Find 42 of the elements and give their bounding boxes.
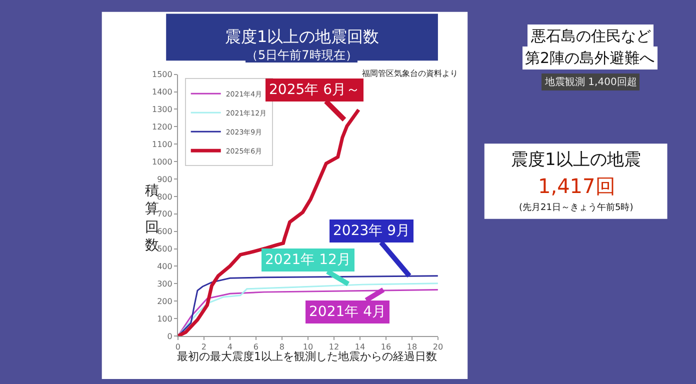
y-tick-label: 0 [167,332,172,341]
y-axis-title: 積算回数 [145,183,159,254]
annotation: 福岡管区気象台の資料より [362,69,458,78]
x-tick-label: 14 [354,342,366,352]
y-tick-label: 400 [157,262,172,272]
y-tick-label: 1400 [152,88,172,97]
y-tick-label: 100 [157,314,172,324]
y-tick-label: 1100 [152,140,172,149]
y-tick-label: 900 [157,174,172,184]
y-tick-label: 600 [157,227,172,236]
annotation: 2023年 9月 [333,223,410,239]
y-tick-label: 500 [157,244,172,254]
text: 悪石島の住民など [530,27,651,45]
x-axis-title: 最初の最大震度1以上を観測した地震からの経過日数 [177,350,437,363]
x-tick-label: 20 [432,342,444,352]
chart-title: 震度1以上の地震回数 [225,27,380,46]
y-tick-label: 300 [157,279,172,288]
text: 地震観測 1,400回超 [544,76,637,88]
x-tick-label: 8 [279,342,284,352]
annotation: 2021年 12月 [265,252,351,268]
annotation: 2025年 6月～ [269,82,360,98]
x-tick-label: 4 [227,342,233,352]
y-tick-label: 200 [157,296,172,306]
y-tick-label: 1500 [152,70,172,80]
text: 震度1以上の地震 [511,150,641,170]
x-tick-label: 16 [380,342,392,352]
x-tick-label: 10 [302,342,314,352]
x-tick-label: 18 [406,342,418,352]
text: 第2陣の島外避難へ [525,49,655,67]
x-tick-label: 6 [253,342,258,352]
text: (先月21日～きょう午前5時) [519,202,634,213]
y-tick-label: 800 [157,192,172,202]
y-tick-label: 1300 [152,105,172,114]
y-tick-label: 1200 [152,122,172,132]
x-tick-label: 2 [201,342,207,352]
y-tick-label: 700 [157,210,172,219]
chart-subtitle: （5日午前7時現在） [246,48,358,62]
annotation: 2021年 4月 [309,304,386,320]
text: 1,417回 [538,174,616,198]
x-tick-label: 0 [175,342,181,352]
x-tick-label: 12 [328,342,340,352]
y-tick-label: 1000 [152,157,172,166]
